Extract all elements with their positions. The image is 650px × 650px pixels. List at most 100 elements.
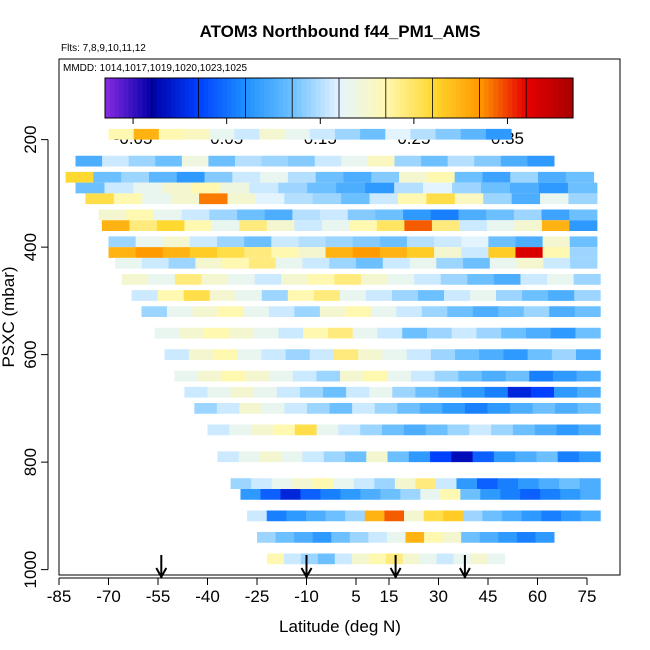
heatmap-cell [198,370,223,382]
arrow-marker [155,555,168,580]
heatmap-cell [199,193,228,205]
colorbar-cell [474,78,480,118]
colorbar-cell [395,78,401,118]
heatmap-cell [65,171,94,183]
heatmap-cell [247,510,268,522]
heatmap-cell [387,274,415,285]
heatmap-cell [229,424,252,436]
heatmap-cell [294,532,314,543]
heatmap-cell [209,128,235,140]
heatmap-cell [174,274,202,285]
heatmap-cell [573,274,601,285]
y-tick-label: 800 [21,448,40,476]
heatmap-cell [298,236,327,248]
colorbar-cell [376,78,382,118]
colorbar-cell [507,78,513,118]
heatmap-row [115,257,598,269]
heatmap-cell [260,171,289,183]
heatmap-cell [549,306,576,317]
heatmap-cell [472,306,499,317]
colorbar-cell [147,78,153,118]
heatmap-cell [340,489,361,500]
heatmap-cell [329,403,353,414]
heatmap-cell [299,386,324,398]
heatmap-cell [260,489,281,500]
heatmap-cell [164,349,190,360]
heatmap-cell [538,478,560,489]
heatmap-cell [467,274,495,285]
colorbar-cell [170,78,176,118]
arrow-marker [459,555,471,580]
heatmap-cell [419,553,438,565]
heatmap-cell [447,424,470,436]
arrow-head [300,567,313,580]
heatmap-cell [257,532,277,543]
heatmap-cell [579,478,601,489]
heatmap-cell [386,532,406,543]
heatmap-cell [516,532,536,543]
heatmap-cell [234,128,260,140]
heatmap-cell [515,451,537,463]
heatmap-cell [325,510,346,522]
heatmap-cell [374,478,396,489]
heatmap-cell [248,257,277,269]
heatmap-cell [451,327,477,339]
heatmap-cell [399,171,428,183]
heatmap-cell [303,327,329,339]
heatmap-cell [486,220,515,231]
heatmap-cell [567,182,598,194]
flights-label: Flts: 7,8,9,10,11,12 [61,43,146,54]
heatmap-cell [410,128,437,140]
colorbar-cell [521,78,527,118]
colorbar-cell [207,78,214,118]
colorbar-cell [320,78,326,118]
heatmap-cell [312,478,334,489]
heatmap-row [85,193,598,205]
colorbar-cell [502,78,509,118]
heatmap-cell [181,209,210,221]
heatmap-cell [216,403,240,414]
y-axis-label: PSXC (mbar) [0,266,18,367]
heatmap-cell [470,553,489,565]
heatmap-cell [148,171,178,183]
heatmap-cell [578,451,601,463]
plot-frame [58,58,621,576]
heatmap-row [164,349,601,360]
heatmap-cell [387,370,412,382]
colorbar-cell [329,78,335,118]
colorbar-cell [343,78,349,118]
heatmap-cell [235,155,263,167]
heatmap-cell [360,424,383,436]
heatmap-cell [266,510,287,522]
x-tick-label: -40 [195,587,220,606]
heatmap-cell [538,171,567,183]
heatmap-cell [402,327,428,339]
heatmap-cell [352,236,381,248]
heatmap-cell [574,306,601,317]
colorbar-cell [451,78,457,118]
heatmap-cell [404,510,425,522]
heatmap-cell [580,510,601,522]
heatmap-cell [115,257,143,269]
heatmap-cell [436,257,464,269]
heatmap-cell [559,478,581,489]
heatmap-cell [340,370,365,382]
colorbar-cell [404,78,410,118]
colorbar-cell [353,78,359,118]
heatmap-cell [287,290,315,301]
colorbar-cell [348,78,354,118]
heatmap-cell [302,257,330,269]
heatmap-cell [430,451,452,463]
heatmap-cell [530,386,555,398]
colorbar-cell [413,78,420,118]
colorbar-cell [264,78,270,118]
heatmap-cell [174,370,199,382]
colorbar-cell [362,78,368,118]
colorbar-cell [189,78,195,118]
heatmap-cell [183,290,211,301]
arrow-marker [389,555,402,580]
heatmap-cell [271,236,299,248]
heatmap-cell [497,478,519,489]
heatmap-cell [261,349,287,360]
